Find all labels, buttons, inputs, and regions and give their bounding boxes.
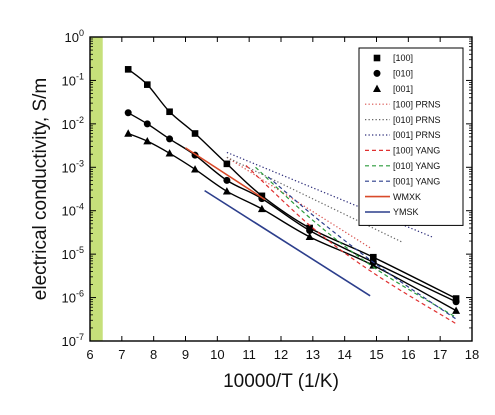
y-axis-title: electrical conductivity, S/m (30, 78, 51, 300)
legend-label: [001] YANG (393, 176, 440, 186)
legend-item: [010] YANG (365, 161, 440, 171)
legend-marker (373, 84, 381, 92)
legend-item: [001] YANG (365, 176, 440, 186)
data-point (166, 135, 174, 143)
y-tick-label: 10-4 (62, 202, 84, 219)
x-tick-label: 6 (86, 347, 93, 362)
x-tick-label: 10 (210, 347, 224, 362)
x-tick-label: 8 (150, 347, 157, 362)
highlight-band (90, 37, 103, 341)
series-ymsk (204, 189, 371, 297)
legend-label: [010] PRNS (393, 115, 441, 125)
series-line (255, 166, 457, 318)
series-010-prns (226, 156, 403, 243)
series-100-prns (226, 156, 371, 249)
legend-label: [100] PRNS (393, 99, 441, 109)
series-line (185, 147, 266, 201)
data-point (369, 261, 378, 269)
y-tick-label: 10-2 (62, 115, 84, 132)
x-tick-label: 18 (465, 347, 479, 362)
y-tick-label: 10-1 (62, 71, 84, 88)
legend: [100] [010] [001] [100] PRNS [010] PRNS [001]… (358, 47, 464, 226)
x-tick-label: 13 (306, 347, 320, 362)
data-point (305, 232, 314, 241)
data-point (452, 298, 460, 306)
legend-label: [100] (393, 53, 413, 63)
legend-item: [001] PRNS (365, 130, 441, 140)
legend-item: [001] (373, 84, 413, 94)
legend-label: [001] (393, 84, 413, 94)
legend-marker (373, 54, 381, 62)
series-line (204, 189, 371, 297)
legend-item: [100] PRNS (365, 99, 441, 109)
legend-marker (373, 69, 381, 77)
series-001 (124, 129, 461, 314)
series-001-yang (267, 176, 457, 320)
data-point (165, 149, 174, 157)
data-point (223, 176, 231, 184)
data-point (166, 108, 173, 116)
legend-item: [010] (373, 69, 413, 79)
x-tick-label: 7 (118, 347, 125, 362)
plot-frame (89, 36, 473, 342)
series-wmxk (185, 147, 266, 201)
x-tick-label: 15 (369, 347, 383, 362)
data-point (143, 120, 151, 128)
series-010-yang (255, 166, 457, 318)
x-tick-label: 17 (433, 347, 447, 362)
y-tick-label: 10-7 (62, 332, 84, 349)
data-point (191, 165, 200, 173)
y-tick-label: 10-5 (62, 245, 84, 262)
y-tick-label: 10-6 (62, 289, 84, 306)
data-point (222, 187, 231, 195)
series-100-yang (245, 165, 457, 325)
data-point (370, 253, 377, 261)
data-point (257, 204, 266, 213)
data-point (124, 129, 133, 137)
legend-item: YMSK (365, 207, 419, 217)
x-tick-label: 16 (401, 347, 415, 362)
data-point (452, 306, 461, 314)
legend-item: [100] (373, 53, 413, 63)
legend-label: YMSK (393, 207, 419, 217)
x-axis-title: 10000/T (1/K) (223, 371, 339, 392)
legend-label: [100] YANG (393, 146, 440, 156)
x-tick-label: 12 (274, 347, 288, 362)
series-line (226, 156, 371, 249)
data-point (124, 109, 132, 117)
legend-label: [010] YANG (393, 161, 440, 171)
data-point (191, 130, 199, 137)
legend-label: [010] (393, 69, 413, 79)
data-point (223, 160, 231, 168)
series-line (267, 176, 457, 320)
data-point (144, 81, 151, 88)
x-tick-labels: 6 7 8 9 10 11 12 13 14 15 16 17 18 (86, 347, 479, 362)
x-tick-label: 14 (337, 347, 351, 362)
series-line (245, 165, 457, 325)
x-tick-label: 11 (242, 347, 256, 362)
legend-label: [001] PRNS (393, 130, 441, 140)
y-tick-label: 100 (65, 28, 84, 45)
y-tick-labels: 10-7 10-6 10-5 10-4 10-3 10-2 10-1 100 (62, 28, 84, 349)
legend-item: [100] YANG (365, 146, 440, 156)
legend-label: WMXK (393, 192, 421, 202)
data-point (306, 227, 314, 235)
data-point (143, 136, 152, 145)
x-tick-label: 9 (182, 347, 189, 362)
legend-item: WMXK (365, 192, 421, 202)
y-tick-label: 10-3 (62, 158, 84, 175)
legend-item: [010] PRNS (365, 115, 441, 125)
series-line (226, 156, 403, 243)
data-point (124, 66, 132, 73)
